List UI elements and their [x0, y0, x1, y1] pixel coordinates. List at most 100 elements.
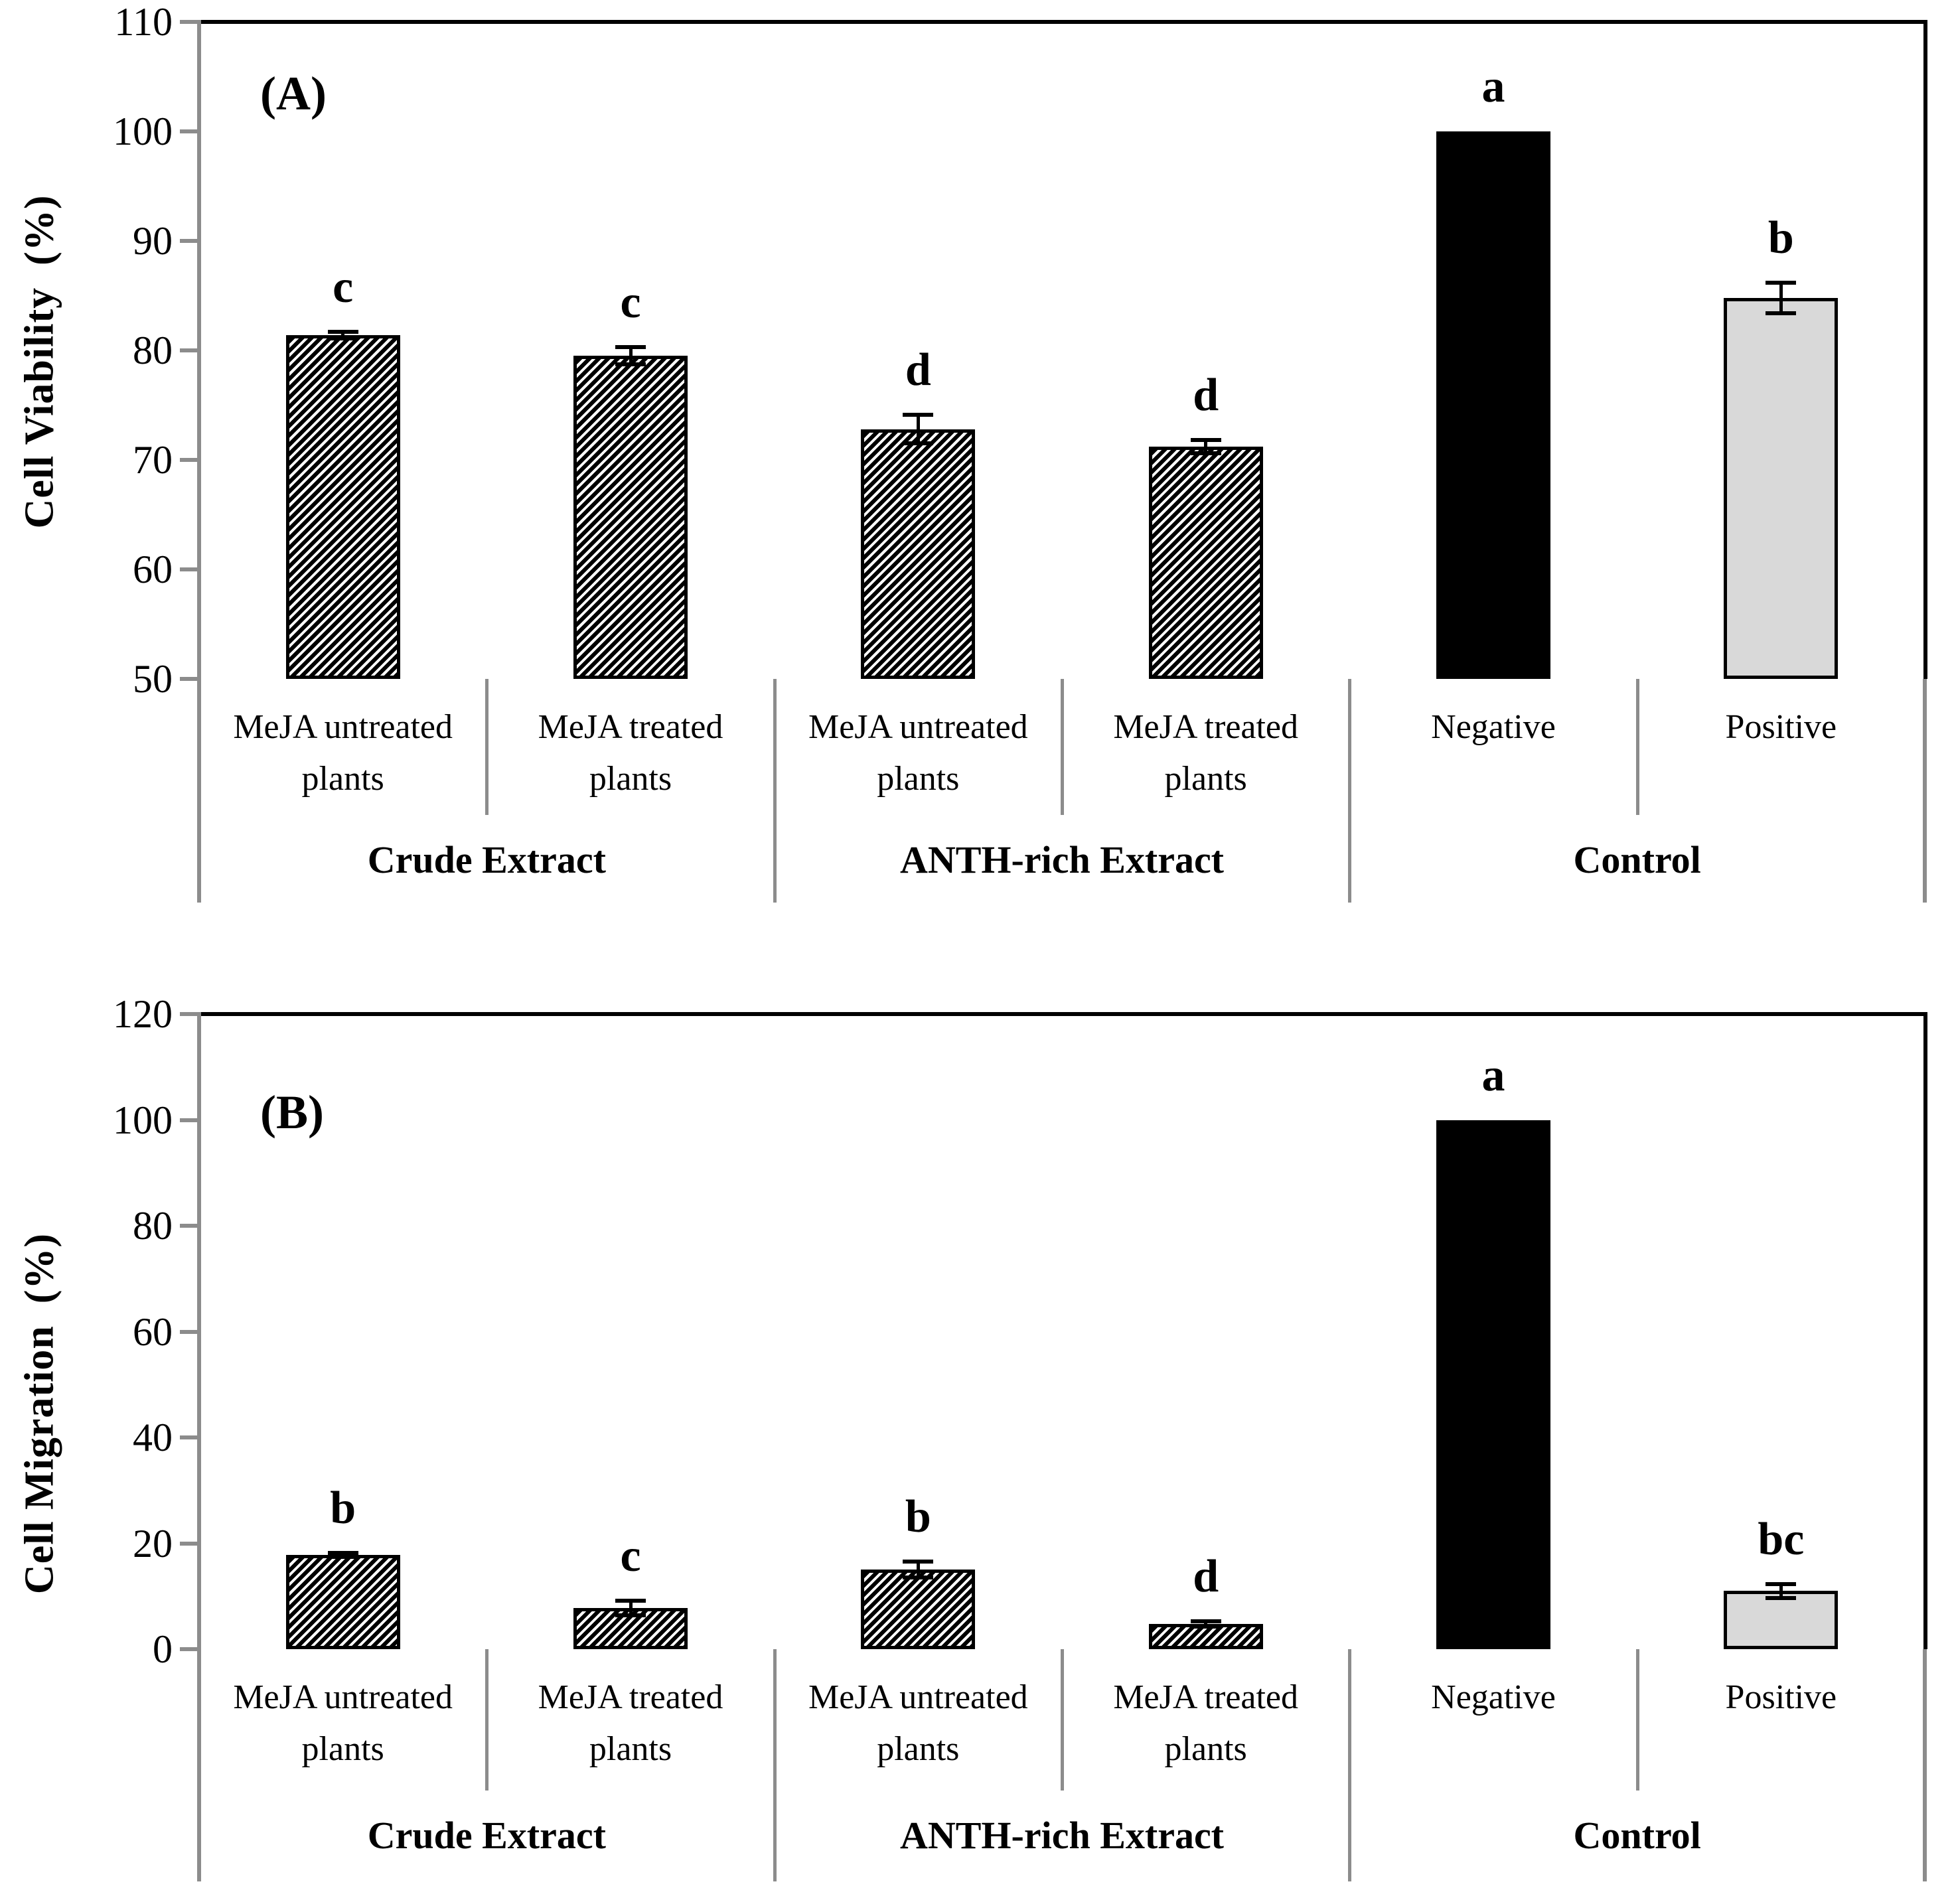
error-bar-cap-top [1766, 1581, 1797, 1586]
bar-gray [1724, 1591, 1839, 1649]
y-axis-line [197, 20, 201, 681]
y-tick-mark [180, 677, 199, 681]
category-separator-line [1635, 679, 1639, 815]
y-tick-mark [180, 1118, 199, 1122]
error-bar-cap-bottom [1190, 1624, 1221, 1629]
category-label: MeJA treated plants [538, 1678, 723, 1768]
significance-letter: bc [1758, 1513, 1805, 1565]
category-label: MeJA treated plants [1113, 1678, 1298, 1768]
error-bar-cap-bottom [1766, 1595, 1797, 1600]
group-label: ANTH-rich Extract [899, 838, 1224, 881]
error-bar-cap-top [327, 1550, 358, 1555]
error-bar-line [629, 1600, 633, 1615]
bar-hatch [861, 1570, 976, 1649]
error-bar-cap-top [327, 329, 358, 334]
y-tick-label: 110 [114, 0, 173, 44]
error-bar-line [916, 1562, 920, 1578]
error-bar-cap-bottom [1190, 451, 1221, 456]
category-label: MeJA treated plants [538, 708, 723, 798]
significance-letter: b [330, 1482, 356, 1534]
significance-letter: c [620, 1530, 641, 1581]
significance-letter: d [1193, 1550, 1219, 1602]
y-tick-mark [180, 567, 199, 571]
y-tick-mark [180, 1224, 199, 1228]
category-separator-line [1061, 679, 1064, 815]
significance-letter: b [905, 1491, 931, 1543]
bar-hatch [285, 1555, 400, 1649]
bar-black [1436, 1120, 1550, 1649]
plot-frame-top [199, 1012, 1927, 1016]
y-tick-mark [180, 129, 199, 133]
error-bar-line [1204, 440, 1208, 454]
significance-letter: c [620, 277, 641, 329]
category-label: Negative [1431, 1678, 1556, 1716]
y-tick-mark [180, 458, 199, 462]
y-tick-mark [180, 239, 199, 243]
y-tick-label: 100 [113, 110, 173, 153]
error-bar-cap-top [1190, 1619, 1221, 1623]
y-tick-label: 90 [133, 219, 173, 263]
y-tick-label: 120 [113, 992, 173, 1036]
bar-hatch [1148, 447, 1263, 679]
y-tick-mark [180, 1012, 199, 1016]
y-tick-mark [180, 1541, 199, 1546]
y-tick-label: 0 [153, 1627, 173, 1671]
error-bar-cap-bottom [903, 441, 934, 446]
y-tick-label: 20 [133, 1521, 173, 1566]
plot-frame-right [1923, 20, 1927, 679]
significance-letter: c [333, 261, 354, 313]
bar-hatch [573, 356, 688, 679]
y-tick-mark [180, 348, 199, 352]
y-tick-label: 40 [133, 1416, 173, 1459]
significance-letter: b [1767, 212, 1794, 263]
plot-frame-right [1923, 1012, 1927, 1649]
error-bar-line [341, 1552, 345, 1558]
category-label: MeJA untreated plants [233, 708, 453, 798]
bar-gray [1724, 297, 1839, 679]
y-tick-mark [180, 1647, 199, 1651]
axis-table-right-line [1923, 679, 1927, 903]
error-bar-cap-top [1190, 438, 1221, 443]
y-tick-label: 70 [133, 438, 173, 482]
y-tick-mark [180, 1435, 199, 1439]
y-tick-label: 60 [133, 548, 173, 591]
error-bar-line [341, 331, 345, 338]
error-bar-cap-bottom [327, 1555, 358, 1560]
y-axis-line [197, 1012, 201, 1651]
error-bar-cap-bottom [615, 1613, 646, 1617]
significance-letter: d [905, 344, 931, 396]
axis-table-right-line [1923, 1649, 1927, 1881]
error-bar-line [916, 415, 920, 444]
category-label: MeJA untreated plants [808, 708, 1028, 798]
group-label: ANTH-rich Extract [899, 1814, 1224, 1857]
category-label: Positive [1725, 1678, 1837, 1716]
bar-black [1436, 131, 1550, 679]
y-tick-label: 50 [133, 657, 173, 701]
category-separator-line [1635, 1649, 1639, 1791]
error-bar-cap-bottom [903, 1575, 934, 1580]
bar-hatch [285, 334, 400, 679]
error-bar-cap-top [903, 413, 934, 417]
error-bar-line [1779, 1583, 1783, 1598]
y-tick-label: 60 [133, 1309, 173, 1354]
error-bar-cap-top [615, 345, 646, 350]
panel-letter-a: (A) [260, 67, 327, 120]
significance-letter: d [1193, 370, 1219, 421]
error-bar-line [629, 347, 633, 365]
bar-hatch [861, 429, 976, 679]
group-separator-line [1348, 1649, 1352, 1881]
y-tick-mark [180, 1329, 199, 1334]
category-label: MeJA untreated plants [808, 1678, 1028, 1768]
category-separator-line [485, 1649, 489, 1791]
group-separator-line [773, 679, 777, 903]
error-bar-cap-top [903, 1560, 934, 1564]
significance-letter: a [1481, 1049, 1505, 1101]
category-label: Positive [1725, 708, 1837, 746]
error-bar-cap-bottom [615, 362, 646, 367]
y-tick-label: 80 [133, 329, 173, 372]
category-label: MeJA treated plants [1113, 708, 1298, 798]
error-bar-line [1204, 1621, 1208, 1627]
group-label: Control [1573, 838, 1701, 881]
group-label: Crude Extract [367, 838, 606, 881]
